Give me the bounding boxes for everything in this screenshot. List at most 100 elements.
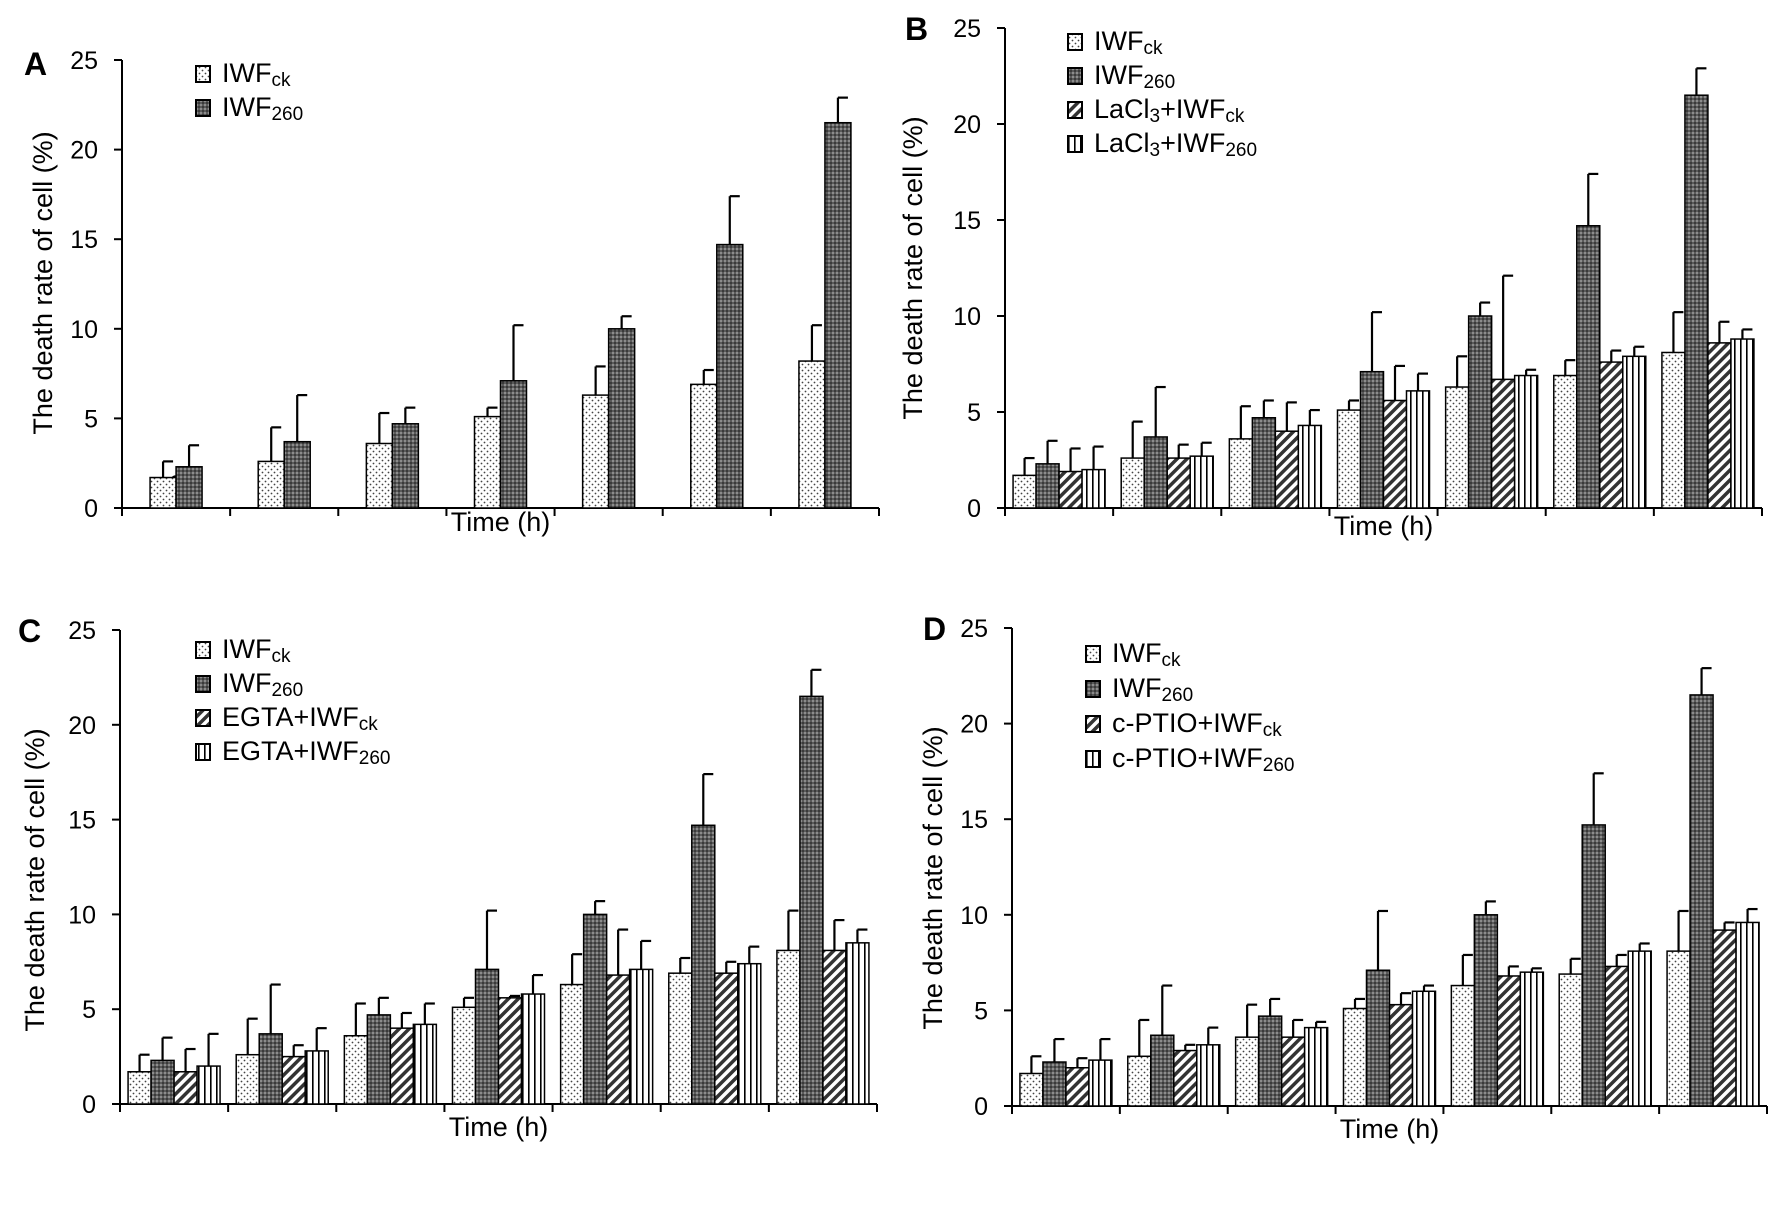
bar	[607, 328, 636, 509]
legend-entry: IWFck	[1094, 26, 1163, 59]
y-tick-label: 15	[68, 807, 96, 835]
bar	[1019, 1072, 1044, 1107]
legend-swatch	[1085, 645, 1101, 663]
bar	[389, 1027, 415, 1105]
bar	[1196, 1044, 1221, 1107]
legend-swatch	[1067, 135, 1083, 153]
bar	[1280, 1036, 1306, 1107]
bar	[1735, 921, 1760, 1107]
y-tick-label: 5	[974, 997, 988, 1025]
legend-entry: LaCl3+IWFck	[1094, 94, 1245, 127]
bar	[1496, 975, 1522, 1107]
legend-entry: IWFck	[222, 634, 291, 667]
legend-swatch	[1067, 101, 1083, 119]
y-tick-label: 25	[70, 47, 98, 75]
legend-swatch	[195, 709, 211, 727]
bar	[1411, 990, 1437, 1107]
y-tick-label: 25	[68, 617, 96, 645]
x-axis-title: Time (h)	[1334, 511, 1434, 541]
bar	[1730, 338, 1755, 509]
bar	[1382, 399, 1408, 509]
legend-swatch	[195, 641, 211, 659]
x-axis-title: Time (h)	[449, 1112, 549, 1142]
bar	[1405, 390, 1431, 509]
bar	[1599, 361, 1624, 509]
bar	[1274, 430, 1300, 509]
legend-swatch	[195, 743, 211, 761]
bar	[1365, 969, 1391, 1107]
bar	[1035, 463, 1060, 509]
bar	[1622, 355, 1647, 509]
bar	[776, 949, 801, 1105]
bar	[737, 962, 762, 1105]
bar	[1627, 950, 1652, 1107]
legend-entry: EGTA+IWF260	[222, 736, 390, 769]
legend-entry: c-PTIO+IWF260	[1112, 743, 1294, 776]
legend-swatch	[1067, 33, 1083, 51]
legend-entry: IWF260	[222, 92, 303, 125]
bar	[1173, 1049, 1198, 1107]
y-tick-label: 5	[967, 399, 981, 427]
y-tick-label: 0	[967, 495, 981, 523]
y-tick-label: 20	[68, 712, 96, 740]
bar	[127, 1071, 152, 1105]
bar	[1058, 470, 1083, 509]
bar	[1189, 455, 1214, 509]
y-tick-label: 20	[953, 111, 981, 139]
bar	[824, 121, 852, 509]
legend-entry: c-PTIO+IWFck	[1112, 708, 1282, 741]
bar	[581, 394, 610, 509]
bar	[1257, 1015, 1283, 1107]
legend-entry: LaCl3+IWF260	[1094, 128, 1257, 161]
bar	[304, 1050, 329, 1105]
y-tick-label: 0	[82, 1091, 96, 1119]
bar	[235, 1053, 260, 1105]
bar	[1604, 965, 1629, 1107]
bar	[1081, 468, 1106, 509]
bar	[173, 1071, 198, 1105]
bar	[281, 1055, 306, 1105]
y-tick-label: 20	[960, 711, 988, 739]
x-axis-title: Time (h)	[451, 507, 551, 537]
panel-letter: B	[905, 11, 928, 47]
bar	[343, 1034, 369, 1105]
bar	[1143, 436, 1168, 509]
bar	[520, 993, 546, 1105]
bar	[1467, 315, 1493, 509]
bar	[1689, 694, 1714, 1107]
bar	[582, 913, 608, 1105]
bar	[628, 968, 654, 1105]
bar	[1120, 457, 1145, 509]
bar	[175, 466, 203, 509]
legend-swatch	[1085, 715, 1101, 733]
x-axis-title: Time (h)	[1340, 1114, 1440, 1144]
bar	[1450, 984, 1476, 1107]
y-tick-label: 20	[70, 137, 98, 165]
bar	[605, 974, 631, 1105]
legend-swatch	[1085, 750, 1101, 768]
y-axis-title: The death rate of cell (%)	[898, 116, 928, 419]
legend-entry: IWF260	[1112, 673, 1193, 706]
bar	[283, 440, 311, 509]
bar	[257, 460, 285, 509]
bar	[845, 942, 870, 1105]
legend-swatch	[195, 675, 211, 693]
bar	[451, 1006, 477, 1105]
bar	[1444, 386, 1470, 509]
y-axis-title: The death rate of cell (%)	[20, 728, 50, 1031]
bar	[1666, 950, 1691, 1107]
bar	[1661, 351, 1686, 509]
bar	[1012, 474, 1037, 509]
y-tick-label: 10	[960, 902, 988, 930]
panel-letter: A	[24, 46, 47, 82]
legend-swatch	[1085, 680, 1101, 698]
y-tick-label: 25	[960, 615, 988, 643]
bar	[668, 972, 693, 1105]
bar	[1388, 1003, 1414, 1107]
y-tick-label: 25	[953, 15, 981, 43]
y-tick-label: 0	[84, 495, 98, 523]
